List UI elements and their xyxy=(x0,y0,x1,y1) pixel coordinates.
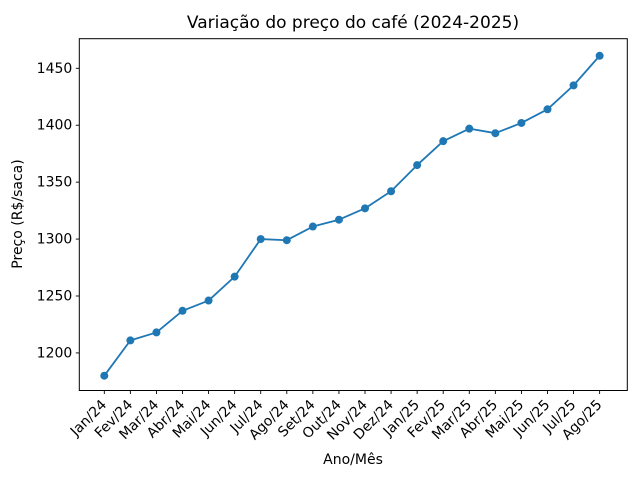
data-point-marker xyxy=(569,81,578,90)
price-series xyxy=(100,51,604,380)
data-point-marker xyxy=(361,204,369,213)
data-point-marker xyxy=(413,161,422,170)
data-point-marker xyxy=(465,124,474,133)
data-point-marker xyxy=(126,336,135,345)
y-axis-label: Preço (R$/saca) xyxy=(10,159,26,268)
y-tick-label: 1450 xyxy=(37,61,73,77)
y-axis: 1200 1250 1300 1350 1400 1450 xyxy=(37,61,80,361)
plot-frame xyxy=(78,38,628,391)
data-point-marker xyxy=(204,296,213,305)
data-point-marker xyxy=(595,51,604,60)
data-point-marker xyxy=(517,118,526,127)
data-point-marker xyxy=(100,371,109,380)
data-point-marker xyxy=(308,222,317,231)
x-axis-label: Ano/Mês xyxy=(323,452,383,468)
y-tick-label: 1400 xyxy=(37,118,73,134)
y-tick-label: 1250 xyxy=(37,289,73,305)
y-tick-label: 1200 xyxy=(37,345,73,361)
data-point-marker xyxy=(152,328,161,337)
data-point-marker xyxy=(230,272,239,281)
data-point-marker xyxy=(387,187,396,196)
data-point-marker xyxy=(282,236,291,245)
data-point-marker xyxy=(439,137,448,146)
data-point-marker xyxy=(256,235,265,244)
data-point-marker xyxy=(178,306,187,315)
plot-area xyxy=(79,38,628,391)
y-tick-label: 1350 xyxy=(37,175,73,191)
x-axis: Jan/24Fev/24Mar/24Abr/24Mai/24Jun/24Jul/… xyxy=(67,390,605,444)
data-point-marker xyxy=(543,105,552,114)
chart-title: Variação do preço do café (2024-2025) xyxy=(187,13,519,33)
series-line xyxy=(103,54,601,377)
y-tick-label: 1300 xyxy=(37,232,73,248)
data-point-marker xyxy=(334,215,343,224)
data-point-marker xyxy=(491,129,500,138)
